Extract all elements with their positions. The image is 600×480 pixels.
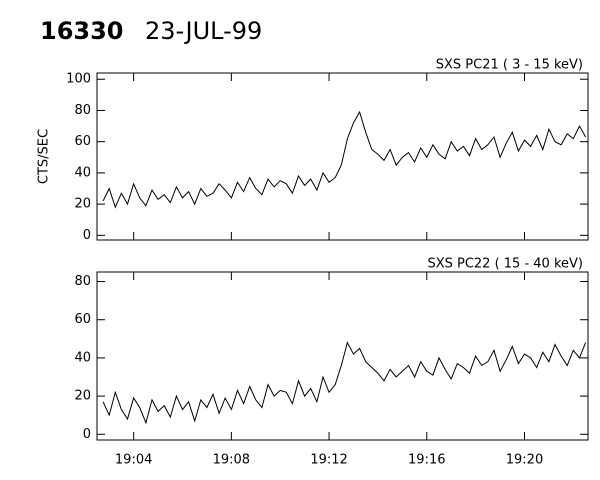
x-tick-label: 19:08 — [213, 453, 250, 468]
date: 23-JUL-99 — [145, 17, 262, 45]
record-id: 16330 — [40, 17, 124, 45]
y-tick-label: 40 — [74, 350, 91, 365]
y-tick-label: 20 — [74, 389, 91, 404]
y-tick-label: 100 — [66, 72, 91, 87]
data-line — [102, 341, 587, 425]
y-tick-label: 60 — [74, 312, 91, 327]
plot-frame — [96, 72, 589, 241]
plot-frame — [96, 271, 589, 441]
y-tick-label: 20 — [74, 197, 91, 212]
y-tick-label: 80 — [74, 274, 91, 289]
data-line — [102, 110, 587, 209]
panel-title: SXS PC22 ( 15 - 40 keV) — [427, 257, 583, 272]
x-tick-label: 19:04 — [115, 453, 152, 468]
panel-title: SXS PC21 ( 3 - 15 keV) — [436, 58, 583, 73]
y-tick-label: 40 — [74, 165, 91, 180]
y-tick-label: 0 — [83, 228, 91, 243]
y-tick-label: 0 — [83, 427, 91, 442]
x-tick-label: 19:16 — [408, 453, 445, 468]
x-tick-label: 19:12 — [310, 453, 347, 468]
x-tick-label: 19:20 — [506, 453, 543, 468]
y-axis-label: CTS/SEC — [37, 129, 52, 184]
y-tick-label: 80 — [74, 103, 91, 118]
y-tick-label: 60 — [74, 134, 91, 149]
